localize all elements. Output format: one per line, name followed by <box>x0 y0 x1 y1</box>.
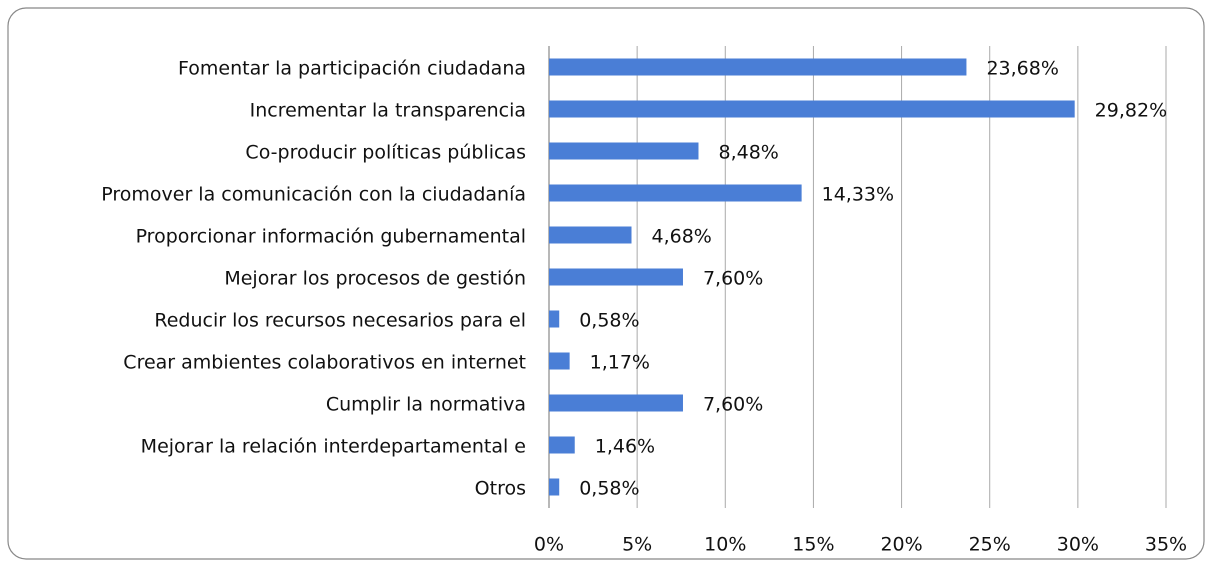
value-label: 0,58% <box>579 310 639 332</box>
y-tick-label: Mejorar la relación interdepartamental e <box>141 436 526 458</box>
value-label: 29,82% <box>1095 100 1167 122</box>
value-label: 14,33% <box>822 184 894 206</box>
x-tick-label: 35% <box>1145 534 1187 556</box>
value-label: 0,58% <box>579 478 639 500</box>
y-tick-label: Incrementar la transparencia <box>250 100 526 122</box>
value-label: 7,60% <box>703 268 763 290</box>
y-tick-label: Mejorar los procesos de gestión <box>224 268 526 290</box>
bar <box>549 226 632 244</box>
bar <box>549 478 560 496</box>
x-tick-label: 30% <box>1057 534 1099 556</box>
y-tick-label: Otros <box>475 478 526 500</box>
y-tick-label: Proporcionar información gubernamental <box>136 226 526 248</box>
bar <box>549 436 575 454</box>
value-label: 1,17% <box>590 352 650 374</box>
x-tick-label: 0% <box>534 534 564 556</box>
value-label: 8,48% <box>718 142 778 164</box>
y-tick-label: Co-producir políticas públicas <box>245 142 526 164</box>
y-tick-label: Fomentar la participación ciudadana <box>178 58 526 80</box>
y-tick-label: Cumplir la normativa <box>326 394 526 416</box>
value-label: 23,68% <box>986 58 1058 80</box>
y-tick-label: Promover la comunicación con la ciudadan… <box>101 184 526 206</box>
x-tick-label: 15% <box>792 534 834 556</box>
bar <box>549 184 802 202</box>
bar <box>549 142 699 160</box>
value-label: 1,46% <box>595 436 655 458</box>
x-tick-label: 10% <box>704 534 746 556</box>
y-tick-label: Crear ambientes colaborativos en interne… <box>123 352 526 374</box>
bar <box>549 352 570 370</box>
bar <box>549 394 683 412</box>
x-tick-label: 25% <box>969 534 1011 556</box>
bar <box>549 268 683 286</box>
bar <box>549 100 1075 118</box>
y-tick-label: Reducir los recursos necesarios para el <box>154 310 526 332</box>
value-label: 4,68% <box>652 226 712 248</box>
x-tick-label: 5% <box>622 534 652 556</box>
value-label: 7,60% <box>703 394 763 416</box>
bar <box>549 58 967 76</box>
bar <box>549 310 560 328</box>
x-tick-label: 20% <box>880 534 922 556</box>
